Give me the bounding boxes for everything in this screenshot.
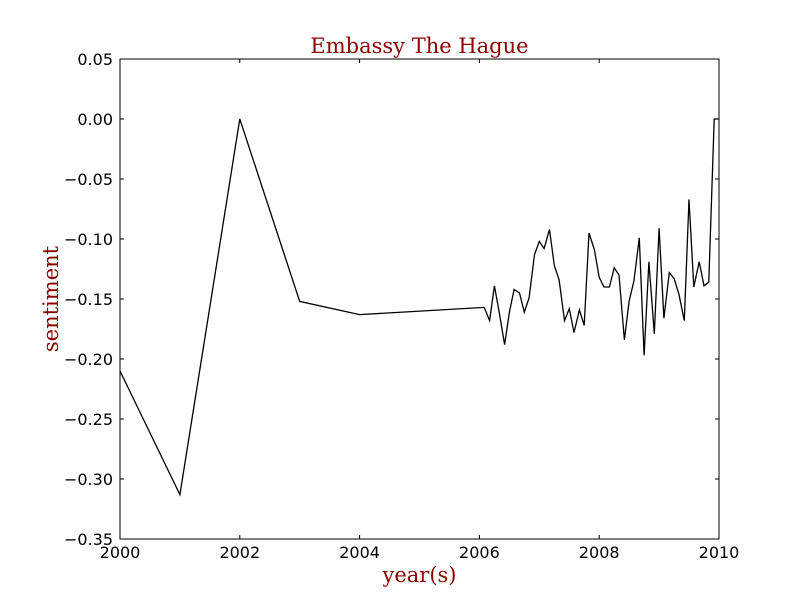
x-tick-label: 2010 bbox=[699, 543, 740, 562]
x-tick-label: 2000 bbox=[100, 543, 141, 562]
y-tick-label: −0.20 bbox=[64, 350, 113, 369]
y-tick-label: −0.10 bbox=[64, 230, 113, 249]
chart-title: Embassy The Hague bbox=[310, 34, 528, 58]
x-tick-label: 2008 bbox=[579, 543, 620, 562]
y-tick-label: 0.05 bbox=[77, 50, 113, 69]
y-tick-label: −0.25 bbox=[64, 410, 113, 429]
y-axis-label: sentiment bbox=[39, 245, 63, 352]
sentiment-series-line bbox=[119, 118, 719, 497]
plot-frame bbox=[119, 58, 720, 540]
x-axis-label: year(s) bbox=[381, 563, 456, 587]
y-tick-label: −0.05 bbox=[64, 170, 113, 189]
y-tick-label: 0.00 bbox=[77, 110, 113, 129]
y-tick-label: −0.15 bbox=[64, 290, 113, 309]
y-tick-label: −0.35 bbox=[64, 530, 113, 549]
tick-layer: 2000 2002 2004 2006 2008 2010 0.05 0.00 −0.05 −0.… bbox=[64, 50, 739, 562]
x-tick-label: 2006 bbox=[459, 543, 500, 562]
y-tick-label: −0.30 bbox=[64, 470, 113, 489]
x-tick-label: 2002 bbox=[219, 543, 260, 562]
x-tick-label: 2004 bbox=[339, 543, 380, 562]
data-layer bbox=[119, 118, 719, 497]
